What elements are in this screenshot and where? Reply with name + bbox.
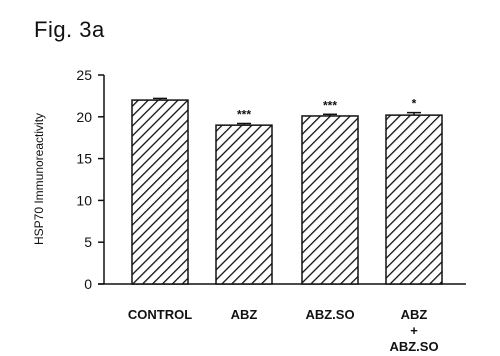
category-labels: CONTROL ABZ ABZ.SO ABZ+ABZ.SO — [128, 307, 439, 354]
category-label: ABZ.SO — [389, 339, 438, 354]
figure-label: Fig. 3a — [34, 17, 105, 42]
category-label: ABZ — [401, 307, 428, 322]
significance-marker: * — [412, 97, 417, 111]
y-tick-label: 20 — [76, 109, 92, 125]
y-tick-label: 15 — [76, 151, 92, 167]
bar — [385, 114, 443, 285]
bar — [301, 115, 359, 285]
y-axis-title: HSP70 Immunoreactivity — [32, 113, 46, 245]
y-tick-label: 5 — [84, 234, 92, 250]
y-tick-label: 25 — [76, 67, 92, 83]
bar — [131, 99, 189, 285]
y-tick-label: 0 — [84, 276, 92, 292]
significance-marker: *** — [237, 107, 251, 121]
category-label: ABZ.SO — [305, 307, 354, 322]
significance-marker: *** — [323, 98, 337, 112]
category-label: + — [410, 323, 418, 338]
bar — [215, 124, 273, 285]
category-label: ABZ — [231, 307, 258, 322]
y-tick-label: 10 — [76, 192, 92, 208]
y-axis: 0 5 10 15 20 25 — [76, 67, 105, 292]
category-label: CONTROL — [128, 307, 192, 322]
bars: ****** * — [131, 97, 443, 285]
